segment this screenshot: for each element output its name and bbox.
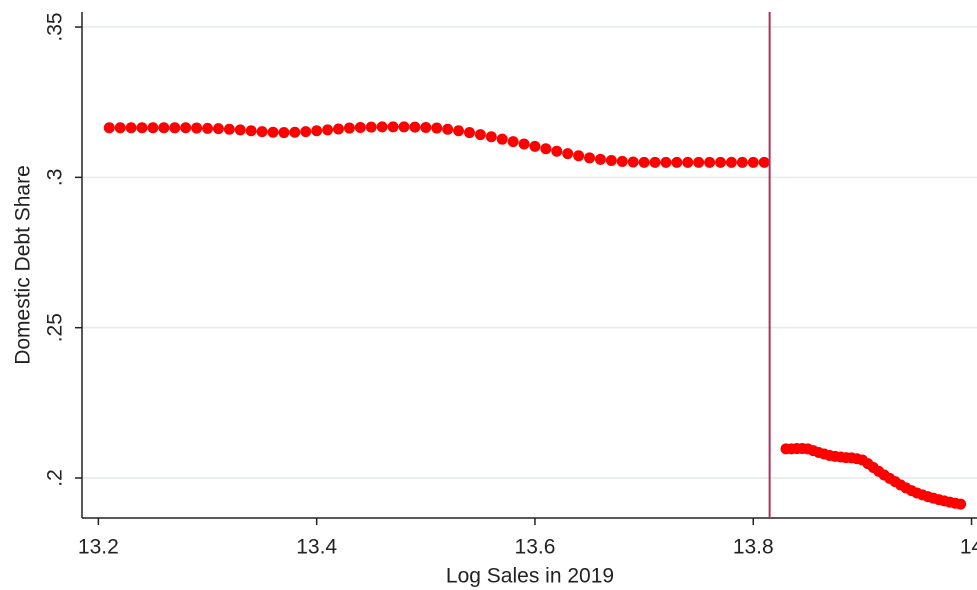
point xyxy=(332,123,344,135)
point xyxy=(409,121,421,133)
y-tick-label: .35 xyxy=(44,12,67,41)
point xyxy=(562,148,574,160)
point xyxy=(474,129,486,141)
point xyxy=(212,123,224,135)
point xyxy=(584,152,596,164)
y-tick-label: .2 xyxy=(44,469,67,487)
point xyxy=(245,125,257,137)
point xyxy=(376,121,388,133)
point xyxy=(223,123,235,135)
point xyxy=(704,156,716,168)
y-axis-title: Domestic Debt Share xyxy=(12,165,35,365)
point xyxy=(540,143,552,155)
point xyxy=(322,124,334,136)
point xyxy=(114,122,126,134)
x-tick-label: 13.2 xyxy=(78,536,119,559)
point xyxy=(125,122,137,134)
point xyxy=(169,122,181,134)
point xyxy=(551,145,563,157)
point xyxy=(747,156,759,168)
y-tick-label: .25 xyxy=(44,313,67,342)
point xyxy=(365,121,377,133)
x-tick-label: 13.6 xyxy=(515,536,556,559)
point xyxy=(387,121,399,133)
point xyxy=(496,133,508,145)
point xyxy=(300,126,312,138)
point xyxy=(278,127,290,139)
point xyxy=(518,138,530,150)
point xyxy=(736,156,748,168)
point xyxy=(616,155,628,167)
point xyxy=(638,156,650,168)
point xyxy=(605,155,617,167)
point xyxy=(485,131,497,143)
point xyxy=(693,156,705,168)
point xyxy=(202,122,214,134)
point xyxy=(442,123,454,135)
point xyxy=(573,150,585,162)
point xyxy=(180,122,192,134)
point xyxy=(671,156,683,168)
point xyxy=(453,125,465,137)
y-tick-label: .3 xyxy=(44,169,67,187)
point xyxy=(507,136,519,148)
point xyxy=(234,124,246,136)
point xyxy=(660,156,672,168)
point xyxy=(256,126,268,138)
point xyxy=(463,127,475,139)
point xyxy=(431,122,443,134)
point xyxy=(311,125,323,137)
point xyxy=(725,156,737,168)
point xyxy=(343,122,355,134)
point xyxy=(103,122,115,134)
point xyxy=(758,156,770,168)
point xyxy=(147,122,159,134)
point xyxy=(354,121,366,133)
point xyxy=(136,122,148,134)
point xyxy=(627,156,639,168)
point xyxy=(267,126,279,138)
point xyxy=(191,122,203,134)
point xyxy=(649,156,661,168)
x-tick-label: 13.4 xyxy=(296,536,337,559)
point xyxy=(955,498,967,510)
x-tick-label: 13.8 xyxy=(733,536,774,559)
point xyxy=(715,156,727,168)
point xyxy=(398,121,410,133)
point xyxy=(682,156,694,168)
point xyxy=(158,122,170,134)
point xyxy=(289,126,301,138)
point xyxy=(420,121,432,133)
x-axis-title: Log Sales in 2019 xyxy=(446,565,614,588)
x-tick-label: 14 xyxy=(960,536,977,559)
point xyxy=(529,140,541,152)
point xyxy=(594,153,606,165)
